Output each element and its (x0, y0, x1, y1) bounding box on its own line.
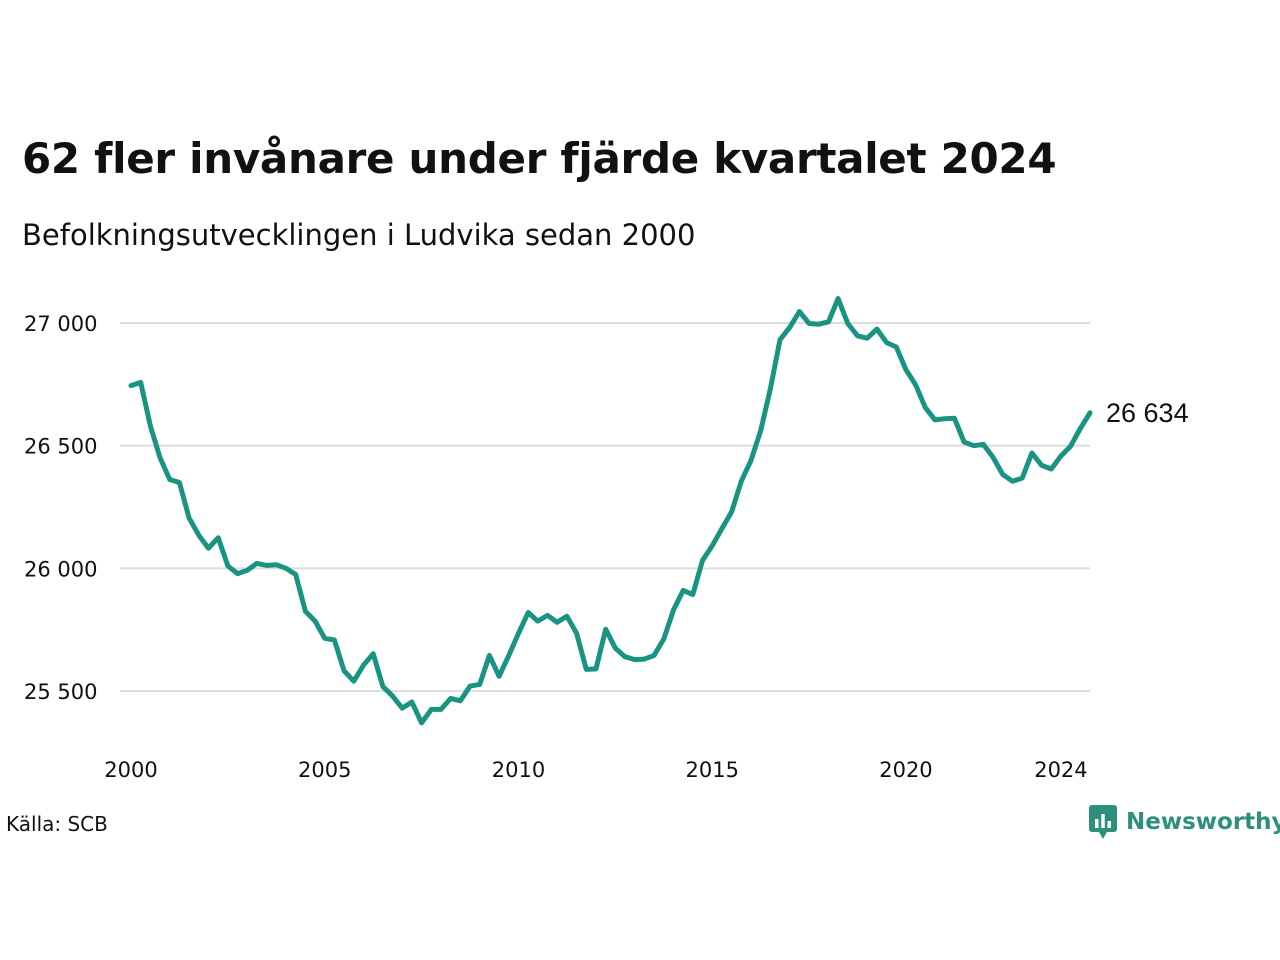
newsworthy-logo-icon (1089, 805, 1117, 839)
y-axis-ticks: 25 500 26 000 26 500 27 000 (24, 312, 97, 704)
x-axis-ticks: 2000 2005 2010 2015 2020 2024 (104, 758, 1087, 782)
y-tick-label: 26 000 (24, 557, 97, 581)
x-tick-label: 2020 (879, 758, 932, 782)
y-tick-label: 25 500 (24, 680, 97, 704)
x-tick-label: 2010 (492, 758, 545, 782)
x-tick-label: 2024 (1034, 758, 1087, 782)
grid-lines (120, 322, 1090, 692)
chart-subtitle: Befolkningsutvecklingen i Ludvika sedan … (22, 218, 696, 252)
brand-name: Newsworthy (1126, 809, 1280, 835)
chart-title: 62 fler invånare under fjärde kvartalet … (22, 134, 1057, 183)
source-note: Källa: SCB (6, 812, 108, 836)
brand-logo: Newsworthy (1088, 804, 1280, 840)
x-tick-label: 2000 (104, 758, 157, 782)
x-tick-label: 2015 (685, 758, 738, 782)
last-value-label: 26 634 (1106, 398, 1189, 428)
population-series-line (128, 296, 1093, 726)
x-tick-label: 2005 (298, 758, 351, 782)
y-tick-label: 26 500 (24, 435, 97, 459)
y-tick-label: 27 000 (24, 312, 97, 336)
